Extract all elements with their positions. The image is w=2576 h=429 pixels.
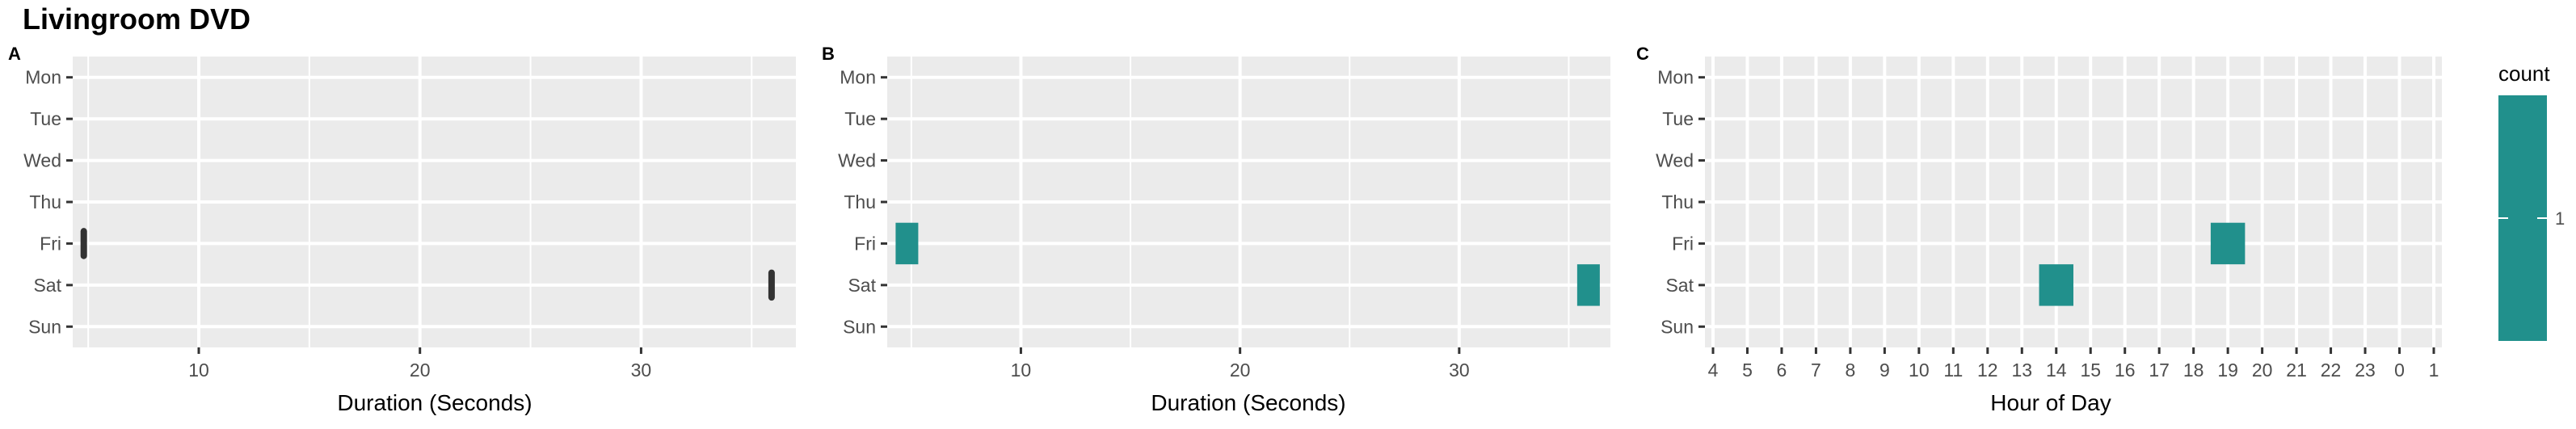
y-tick-label: Wed [838, 150, 876, 171]
panel-b-plot: Mon Tue Wed Thu Fri Sat Sun 10 20 30 [838, 57, 1610, 381]
y-tick-label: Sun [1661, 316, 1694, 337]
y-tick-label: Fri [40, 233, 61, 254]
x-tick-label: 5 [1742, 360, 1753, 381]
x-tick-label: 11 [1943, 360, 1963, 381]
panel-c-tag: C [1636, 44, 1649, 64]
y-tick-label: Wed [23, 150, 61, 171]
y-tick-label: Sun [843, 316, 876, 337]
x-tick-label: 18 [2183, 360, 2204, 381]
panel-b-tag: B [822, 44, 835, 64]
x-tick-label: 4 [1708, 360, 1719, 381]
x-tick-label: 6 [1777, 360, 1787, 381]
y-tick-label: Thu [844, 191, 876, 212]
heatmap-tile [1576, 264, 1600, 306]
y-tick-label: Sun [28, 316, 61, 337]
x-tick-label: 1 [2429, 360, 2439, 381]
x-tick-label: 10 [188, 360, 209, 381]
y-tick-label: Mon [25, 67, 61, 88]
y-tick-label: Wed [1656, 150, 1694, 171]
y-tick-label: Tue [30, 108, 61, 129]
figure-title: Livingroom DVD [23, 2, 250, 36]
count-legend: count 1 [2498, 61, 2565, 341]
heatmap-tile [2210, 222, 2246, 265]
x-tick-label: 20 [2252, 360, 2273, 381]
x-tick-label: 10 [1011, 360, 1032, 381]
y-tick-label: Sat [1665, 275, 1694, 296]
panel-a-plot: Mon Tue Wed Thu Fri Sat Sun 10 20 30 [23, 57, 796, 381]
y-tick-label: Mon [1657, 67, 1694, 88]
x-tick-label: 9 [1879, 360, 1890, 381]
x-tick-label: 0 [2394, 360, 2405, 381]
y-tick-label: Mon [840, 67, 876, 88]
x-tick-label: 21 [2286, 360, 2307, 381]
legend-tick-label: 1 [2555, 208, 2565, 229]
y-tick-label: Fri [854, 233, 876, 254]
y-tick-label: Thu [1661, 191, 1694, 212]
x-tick-label: 8 [1846, 360, 1856, 381]
y-tick-label: Tue [844, 108, 876, 129]
boxplot-box [768, 269, 775, 301]
x-tick-label: 16 [2115, 360, 2136, 381]
legend-title: count [2498, 61, 2550, 86]
x-tick-label: 10 [1909, 360, 1930, 381]
x-tick-label: 17 [2149, 360, 2170, 381]
panel-a-tag: A [8, 44, 21, 64]
y-tick-label: Thu [29, 191, 61, 212]
x-tick-label: 13 [2011, 360, 2032, 381]
x-tick-label: 19 [2217, 360, 2238, 381]
x-tick-label: 12 [1977, 360, 1998, 381]
y-tick-label: Sat [848, 275, 876, 296]
heatmap-tile [895, 222, 919, 265]
boxplot-box [80, 228, 87, 259]
y-tick-label: Sat [33, 275, 61, 296]
x-tick-label: 15 [2080, 360, 2101, 381]
y-tick-label: Tue [1662, 108, 1694, 129]
x-tick-label: 14 [2046, 360, 2067, 381]
x-tick-label: 30 [1449, 360, 1470, 381]
panel-a-x-axis-title: Duration (Seconds) [337, 390, 532, 415]
panel-c-x-axis-title: Hour of Day [1990, 390, 2111, 415]
x-tick-label: 22 [2321, 360, 2342, 381]
x-tick-label: 20 [1230, 360, 1251, 381]
x-tick-label: 23 [2355, 360, 2376, 381]
y-tick-label: Fri [1672, 233, 1694, 254]
panel-b-x-axis-title: Duration (Seconds) [1151, 390, 1345, 415]
x-tick-label: 30 [631, 360, 652, 381]
x-tick-label: 7 [1811, 360, 1821, 381]
x-tick-label: 20 [410, 360, 431, 381]
heatmap-tile [2039, 264, 2073, 306]
